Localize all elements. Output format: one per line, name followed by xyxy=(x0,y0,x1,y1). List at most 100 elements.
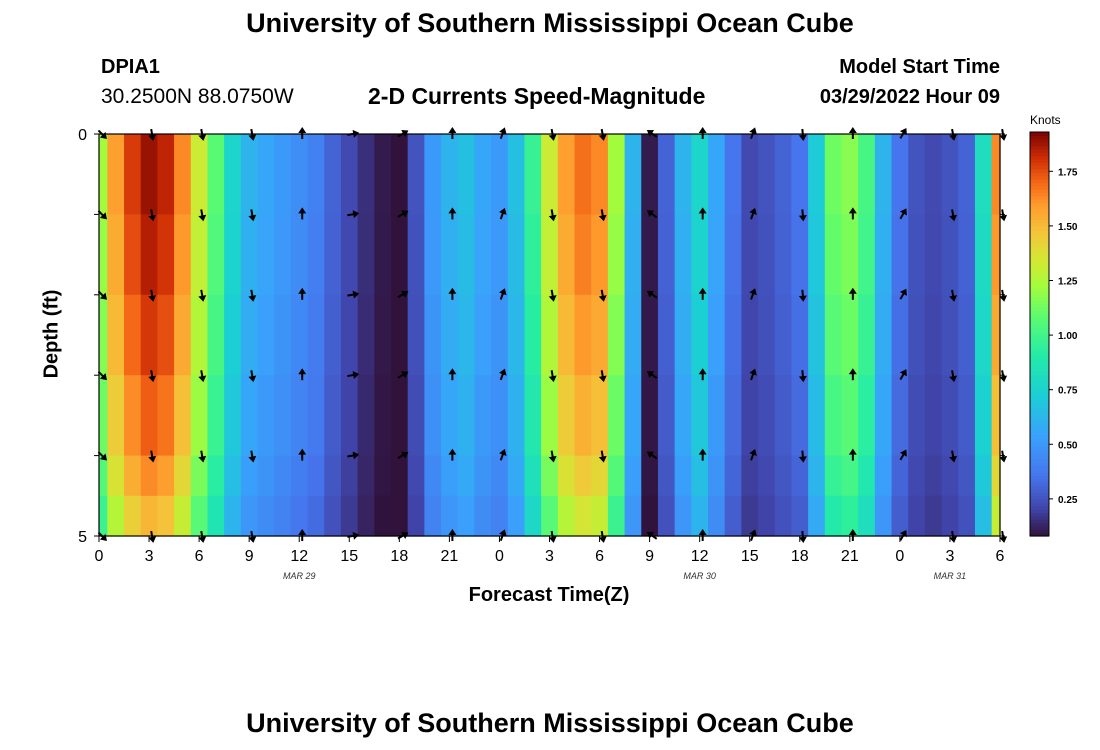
heatmap-cell xyxy=(974,294,993,376)
x-axis-label: Forecast Time(Z) xyxy=(468,584,630,606)
heatmap-cell xyxy=(708,495,726,537)
y-tick-label: 0 xyxy=(78,127,87,144)
colorbar-segment xyxy=(1030,435,1049,439)
heatmap-cell xyxy=(941,134,959,215)
heatmap-cell xyxy=(274,214,292,296)
heatmap-cell xyxy=(274,375,292,457)
heatmap-cell xyxy=(457,294,476,376)
velocity-arrow xyxy=(798,530,807,543)
heatmap-cell xyxy=(808,495,826,537)
heatmap-cell xyxy=(491,455,509,497)
velocity-arrow xyxy=(698,529,707,541)
heatmap-cell xyxy=(824,495,843,537)
heatmap-cell xyxy=(791,495,809,537)
heatmap-cell xyxy=(190,375,209,457)
heatmap-cell xyxy=(858,134,876,215)
heatmap-cell xyxy=(574,294,592,376)
colorbar-segment xyxy=(1030,266,1049,271)
heatmap-cell xyxy=(774,495,793,537)
colorbar-segment xyxy=(1030,418,1049,423)
heatmap-cell xyxy=(507,294,526,376)
heatmap-cell xyxy=(441,455,459,497)
x-tick-label: 0 xyxy=(895,548,904,565)
heatmap-cell xyxy=(424,375,442,457)
colorbar-segment xyxy=(1030,246,1049,251)
x-tick-label: 9 xyxy=(645,548,654,565)
heatmap-cell xyxy=(858,294,876,376)
axes: 0 3 6 9 12 15 18 21 0 3 6 9 12 15 18 21 0 3 6 MAR 29 MAR 30 M… xyxy=(78,127,1005,581)
heatmap-cell xyxy=(824,294,843,376)
heatmap-cell xyxy=(224,375,242,457)
heatmap-cell xyxy=(174,455,192,497)
heatmap-cell xyxy=(107,134,125,215)
heatmap-cell xyxy=(624,455,642,497)
colorbar-segment xyxy=(1030,364,1049,369)
heatmap-cell xyxy=(340,294,359,376)
heatmap-cell xyxy=(140,294,158,376)
heatmap-cell xyxy=(657,214,676,296)
colorbar-segment xyxy=(1030,239,1049,244)
heatmap-cell xyxy=(758,455,776,497)
heatmap-cell xyxy=(641,375,659,457)
heatmap-cell xyxy=(374,214,392,296)
heatmap-cell xyxy=(674,495,692,537)
heatmap-cell xyxy=(774,455,793,497)
velocity-arrow xyxy=(148,209,157,222)
heatmap-cell xyxy=(874,495,893,537)
colorbar-segment xyxy=(1030,495,1049,500)
heatmap-cell xyxy=(524,375,542,457)
colorbar-segment xyxy=(1030,142,1049,147)
heatmap-cell xyxy=(841,294,859,376)
colorbar-segment xyxy=(1030,158,1049,163)
heatmap-cell xyxy=(858,375,876,457)
x-tick-label: 0 xyxy=(495,548,504,565)
heatmap-cell xyxy=(374,375,392,457)
heatmap-cell xyxy=(624,495,642,537)
heatmap-cell xyxy=(891,455,909,497)
velocity-arrow xyxy=(499,449,507,461)
heatmap-cell xyxy=(407,455,425,497)
heatmap-cell xyxy=(374,455,392,497)
heatmap-cell xyxy=(441,294,459,376)
heatmap-cell xyxy=(407,495,425,537)
velocity-arrow xyxy=(298,207,307,220)
velocity-arrow xyxy=(949,128,958,141)
heatmap-cell xyxy=(808,294,826,376)
heatmap-cell xyxy=(357,375,375,457)
colorbar-segment xyxy=(1030,280,1049,285)
colorbar-segment xyxy=(1030,283,1049,288)
heatmap-cell xyxy=(958,375,976,457)
colorbar-segment xyxy=(1030,411,1049,416)
heatmap-cell xyxy=(708,294,726,376)
colorbar-tick-label: 1.00 xyxy=(1058,331,1078,342)
heatmap-cell xyxy=(99,134,108,215)
colorbar-segment xyxy=(1030,229,1049,234)
colorbar-segment xyxy=(1030,498,1049,503)
velocity-arrow xyxy=(999,128,1008,141)
heatmap-cell xyxy=(958,134,976,215)
velocity-arrow xyxy=(397,371,409,379)
model-start-label: Model Start Time xyxy=(839,56,1000,78)
velocity-arrow xyxy=(798,128,807,141)
heatmap-cell xyxy=(741,134,759,215)
colorbar-segment xyxy=(1030,532,1049,537)
heatmap-cell xyxy=(557,455,576,497)
heatmap-cell xyxy=(340,214,359,296)
heatmap-cell xyxy=(340,375,359,457)
heatmap-cell xyxy=(190,455,209,497)
heatmap-cell xyxy=(758,375,776,457)
heatmap-cell xyxy=(541,455,559,497)
heatmap-cell xyxy=(140,134,158,215)
heatmap-cell xyxy=(891,134,909,215)
velocity-arrow xyxy=(198,450,207,463)
velocity-arrow xyxy=(397,451,409,459)
heatmap-cell xyxy=(324,214,342,296)
heatmap-cell xyxy=(257,375,275,457)
colorbar-segment xyxy=(1030,428,1049,433)
heatmap-cell xyxy=(240,134,259,215)
x-tick-label: 9 xyxy=(245,548,254,565)
heatmap-cell xyxy=(207,134,225,215)
velocity-arrow xyxy=(798,370,807,383)
velocity-arrow xyxy=(848,127,857,139)
